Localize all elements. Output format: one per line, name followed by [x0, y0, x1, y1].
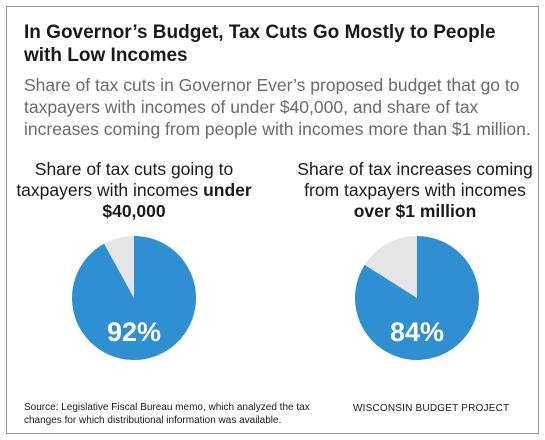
pie-right-value: 84%: [390, 317, 444, 347]
chart-title: In Governor’s Budget, Tax Cuts Go Mostly…: [24, 22, 496, 66]
pie-chart-right: 84%: [354, 236, 479, 360]
pie-right-slice-rest: [364, 236, 417, 298]
pie-left-slice-rest: [104, 236, 134, 298]
pie-left-label-bold: under $40,000: [102, 180, 252, 221]
source-note: Source: Legislative Fiscal Bureau memo, …: [24, 402, 310, 426]
pie-left-label: Share of tax cuts going to taxpayers wit…: [9, 159, 259, 222]
pie-left-value: 92%: [107, 317, 161, 347]
pie-chart-left: 92%: [72, 236, 197, 360]
pie-right-slice-main: [354, 236, 479, 360]
pie-left-slice-main: [72, 236, 197, 360]
pie-left-label-text: Share of tax cuts going to taxpayers wit…: [16, 159, 234, 200]
pie-right-label: Share of tax increases coming from taxpa…: [290, 159, 540, 222]
pie-right-label-text: Share of tax increases coming from taxpa…: [297, 159, 533, 200]
chart-frame: In Governor’s Budget, Tax Cuts Go Mostly…: [6, 6, 539, 434]
chart-subtitle: Share of tax cuts in Governor Ever’s pro…: [24, 75, 531, 139]
brand-label: WISCONSIN BUDGET PROJECT: [353, 403, 510, 414]
pie-right-label-bold: over $1 million: [353, 201, 477, 221]
